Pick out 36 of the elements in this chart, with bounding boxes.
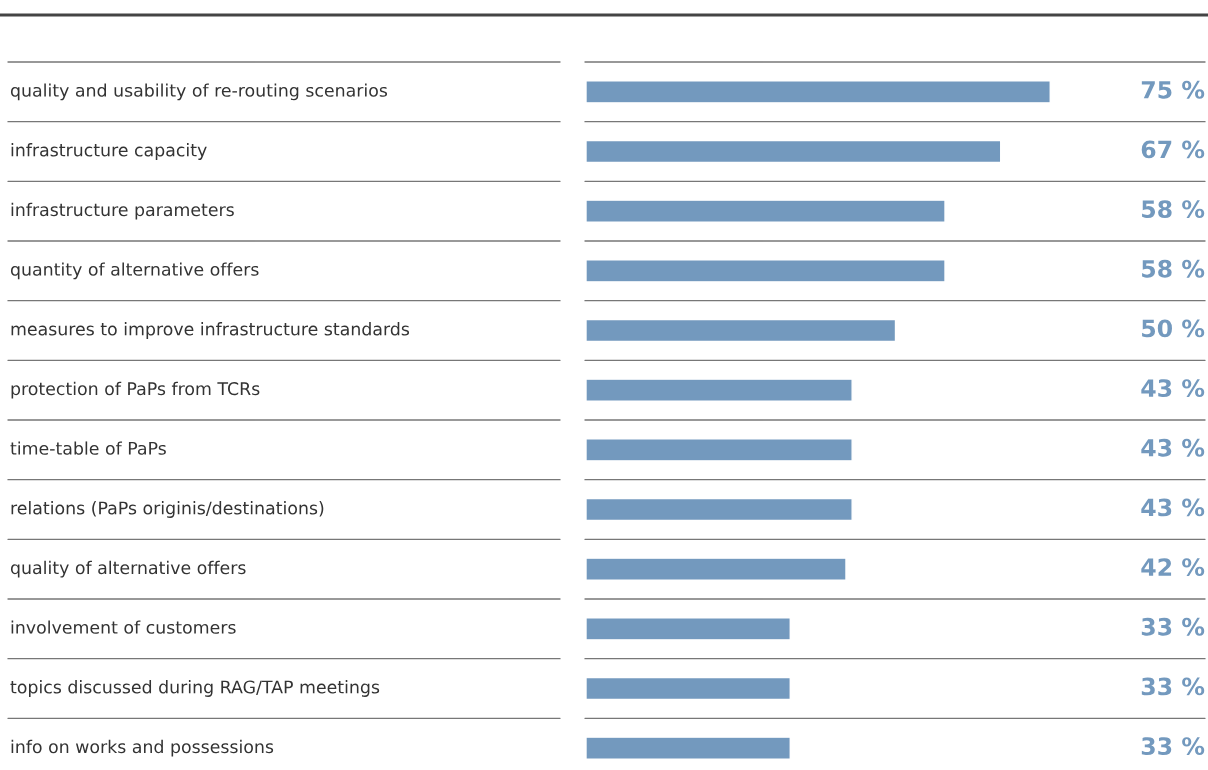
bar: [586, 736, 791, 760]
data-label: 33 %: [1141, 737, 1205, 756]
y-tick-label: protection of PaPs from TCRs: [11, 381, 260, 399]
bar: [586, 676, 791, 701]
data-label: 58 %: [1142, 200, 1205, 219]
data-label: 43 %: [1141, 379, 1205, 398]
y-tick-label: topics discussed during RAG/TAP meetings: [10, 680, 380, 697]
bar: [586, 259, 946, 283]
data-label: 33 %: [1141, 617, 1205, 636]
data-label: 67 %: [1141, 140, 1205, 159]
data-label: 75 %: [1141, 80, 1205, 99]
data-label: 58 %: [1142, 259, 1205, 278]
y-tick-label: involvement of customers: [11, 620, 236, 634]
bar: [586, 199, 946, 223]
data-label: 42 %: [1141, 558, 1205, 577]
y-tick-label: measures to improve infrastructure standards: [11, 322, 410, 339]
y-tick-label: quality and usability of re-routing scenarios: [10, 83, 388, 101]
bar: [586, 80, 1051, 104]
data-label: 43 %: [1141, 498, 1205, 517]
bar: [586, 557, 847, 581]
bar: [586, 139, 1002, 164]
bar: [586, 497, 853, 522]
y-tick-label: quantity of alternative offers: [10, 262, 259, 280]
y-tick-label: infrastructure capacity: [11, 143, 207, 160]
y-tick-label: infrastructure parameters: [11, 202, 234, 220]
data-label: 50 %: [1142, 319, 1205, 338]
bar: [586, 617, 791, 641]
data-label: 33 %: [1141, 677, 1205, 696]
y-tick-label: time-table of PaPs: [10, 441, 166, 455]
bar: [586, 318, 897, 343]
bar: [586, 378, 853, 402]
bar: [586, 438, 853, 462]
data-label: 43 %: [1141, 438, 1205, 457]
y-tick-label: quality of alternative offers: [10, 560, 246, 578]
y-tick-label: relations (PaPs originis/destinations): [11, 501, 324, 518]
y-tick-label: info on works and possessions: [11, 739, 274, 757]
